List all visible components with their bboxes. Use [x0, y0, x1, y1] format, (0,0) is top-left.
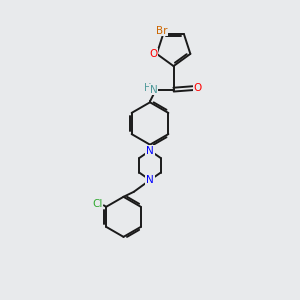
- Text: N: N: [146, 175, 154, 185]
- Text: H: H: [144, 83, 151, 93]
- Text: N: N: [150, 85, 158, 94]
- Text: N: N: [146, 146, 154, 156]
- Text: O: O: [149, 49, 157, 59]
- Text: Cl: Cl: [92, 199, 103, 209]
- Text: O: O: [194, 83, 202, 93]
- Text: Br: Br: [156, 26, 167, 36]
